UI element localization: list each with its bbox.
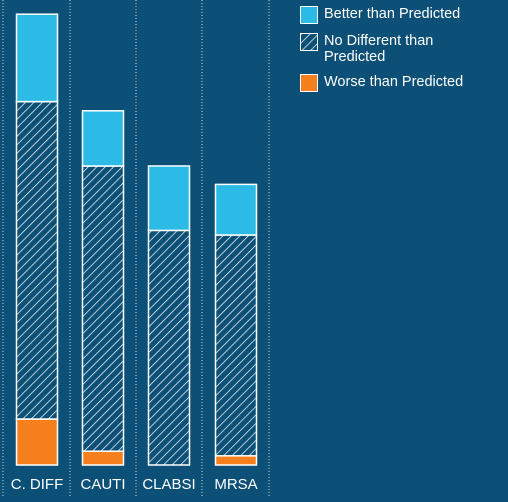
chart-legend: Better than Predicted No Different than … <box>300 6 508 92</box>
legend-label-no-different: No Different than Predicted <box>324 33 434 65</box>
category-label: CAUTI <box>81 476 126 493</box>
category-label: MRSA <box>214 476 257 493</box>
bar-c-diff-better-than-predicted <box>15 13 59 103</box>
bar-mrsa-no-different-than-predicted <box>214 234 258 457</box>
bar-mrsa-better-than-predicted <box>214 183 258 236</box>
category-label: C. DIFF <box>11 476 64 493</box>
bar-clabsi-no-different-than-predicted <box>147 229 191 466</box>
better-swatch-icon <box>300 6 318 24</box>
bar-c-diff-worse-than-predicted <box>15 418 59 466</box>
bar-cauti-no-different-than-predicted <box>81 165 125 452</box>
bar-c-diff-no-different-than-predicted <box>15 100 59 420</box>
worse-swatch-icon <box>300 74 318 92</box>
legend-item-no-different: No Different than Predicted <box>300 33 508 65</box>
legend-item-worse: Worse than Predicted <box>300 74 508 92</box>
stacked-bar-chart: C. DIFF CAUTI CLABSI MRSA <box>2 0 270 496</box>
bar-cauti-better-than-predicted <box>81 110 125 167</box>
legend-label-better: Better than Predicted <box>324 6 461 22</box>
hatch-swatch-icon <box>300 33 318 51</box>
bar-mrsa-worse-than-predicted <box>214 455 258 466</box>
category-label: CLABSI <box>142 476 195 493</box>
bar-cauti-worse-than-predicted <box>81 450 125 466</box>
legend-label-worse: Worse than Predicted <box>324 74 464 90</box>
bar-clabsi-better-than-predicted <box>147 165 191 232</box>
legend-item-better: Better than Predicted <box>300 6 508 24</box>
